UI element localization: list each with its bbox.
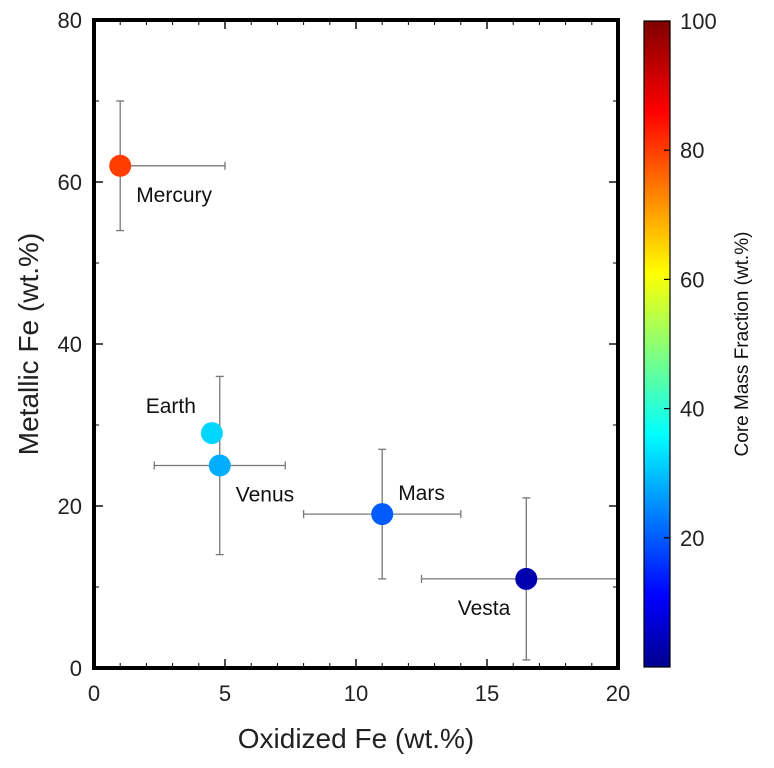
data-point-mercury	[109, 154, 132, 177]
y-tick-label: 0	[70, 656, 82, 681]
point-label-mercury: Mercury	[136, 184, 212, 207]
data-point-mars	[371, 503, 394, 526]
y-tick-label: 60	[58, 170, 82, 195]
point-label-mars: Mars	[398, 482, 445, 505]
colorbar	[643, 20, 671, 668]
plot-frame	[92, 18, 620, 670]
colorbar-tick-label: 80	[680, 138, 704, 163]
y-tick-label: 20	[58, 494, 82, 519]
data-points	[109, 154, 538, 590]
x-axis-label: Oxidized Fe (wt.%)	[238, 723, 475, 754]
colorbar-title: Core Mass Fraction (wt.%)	[732, 232, 753, 457]
x-tick-label: 10	[344, 681, 368, 706]
point-label-vesta: Vesta	[458, 597, 511, 620]
x-tick-label: 5	[219, 681, 231, 706]
x-tick-label: 0	[88, 681, 100, 706]
x-tick-label: 15	[475, 681, 499, 706]
y-axis-label: Metallic Fe (wt.%)	[13, 233, 44, 455]
x-tick-label: 20	[606, 681, 630, 706]
point-label-venus: Venus	[236, 484, 294, 507]
colorbar-tick-label: 20	[680, 526, 704, 551]
point-label-earth: Earth	[146, 395, 196, 418]
data-point-earth	[200, 422, 223, 445]
colorbar-ticks: 20 40 60 80 100	[664, 9, 717, 551]
colorbar-tick-label: 40	[680, 397, 704, 422]
point-labels: Mercury Earth Venus Mars Vesta	[136, 184, 510, 620]
data-point-venus	[208, 454, 231, 477]
y-tick-label: 40	[58, 332, 82, 357]
data-point-vesta	[515, 567, 538, 590]
x-axis-ticks: 0 5 10 15 20	[88, 20, 630, 706]
colorbar-tick-label: 100	[680, 9, 717, 34]
y-axis-ticks: 0 20 40 60 80	[58, 8, 618, 681]
colorbar-tick-label: 60	[680, 267, 704, 292]
y-tick-label: 80	[58, 8, 82, 33]
